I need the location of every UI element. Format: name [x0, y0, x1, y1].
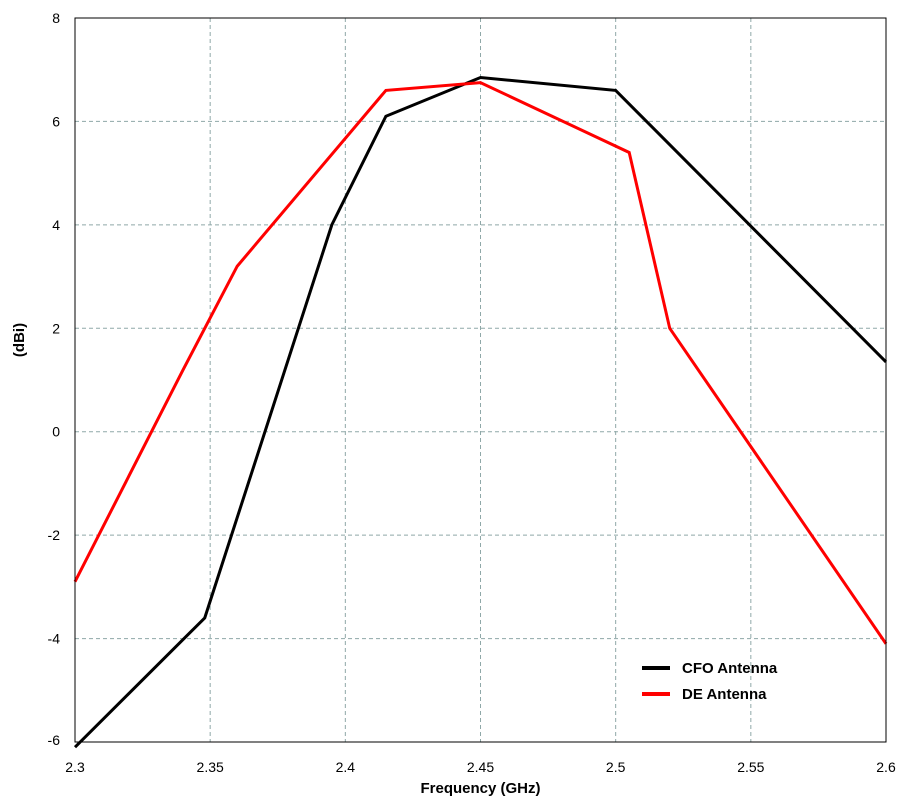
x-tick-label: 2.6 [876, 759, 896, 775]
grid-lines [75, 18, 886, 742]
legend-label-1: DE Antenna [682, 686, 767, 703]
y-tick-labels: -6 -4 -2 0 2 4 6 8 [48, 10, 61, 748]
series-line-0 [73, 75, 888, 749]
legend-label-0: CFO Antenna [682, 660, 778, 677]
y-tick-label: 0 [52, 424, 60, 440]
x-tick-label: 2.5 [606, 759, 626, 775]
x-tick-label: 2.4 [336, 759, 356, 775]
x-tick-labels: 2.3 2.35 2.4 2.45 2.5 2.55 2.6 [65, 759, 896, 775]
plot-frame [74, 17, 887, 743]
x-tick-label: 2.45 [467, 759, 494, 775]
legend: CFO Antenna DE Antenna [642, 660, 778, 703]
y-tick-label: 8 [52, 10, 60, 26]
series-line-1 [73, 81, 888, 645]
y-tick-label: 4 [52, 217, 60, 233]
x-tick-label: 2.55 [737, 759, 764, 775]
y-tick-label: -6 [48, 732, 61, 748]
series-layer [73, 75, 888, 749]
y-tick-label: -4 [48, 631, 61, 647]
y-tick-label: 2 [52, 320, 60, 336]
y-tick-label: 6 [52, 113, 60, 129]
x-tick-label: 2.3 [65, 759, 85, 775]
x-tick-label: 2.35 [197, 759, 224, 775]
x-axis-label: Frequency (GHz) [420, 780, 540, 797]
y-axis-label: (dBi) [11, 323, 28, 357]
y-tick-label: -2 [48, 527, 61, 543]
